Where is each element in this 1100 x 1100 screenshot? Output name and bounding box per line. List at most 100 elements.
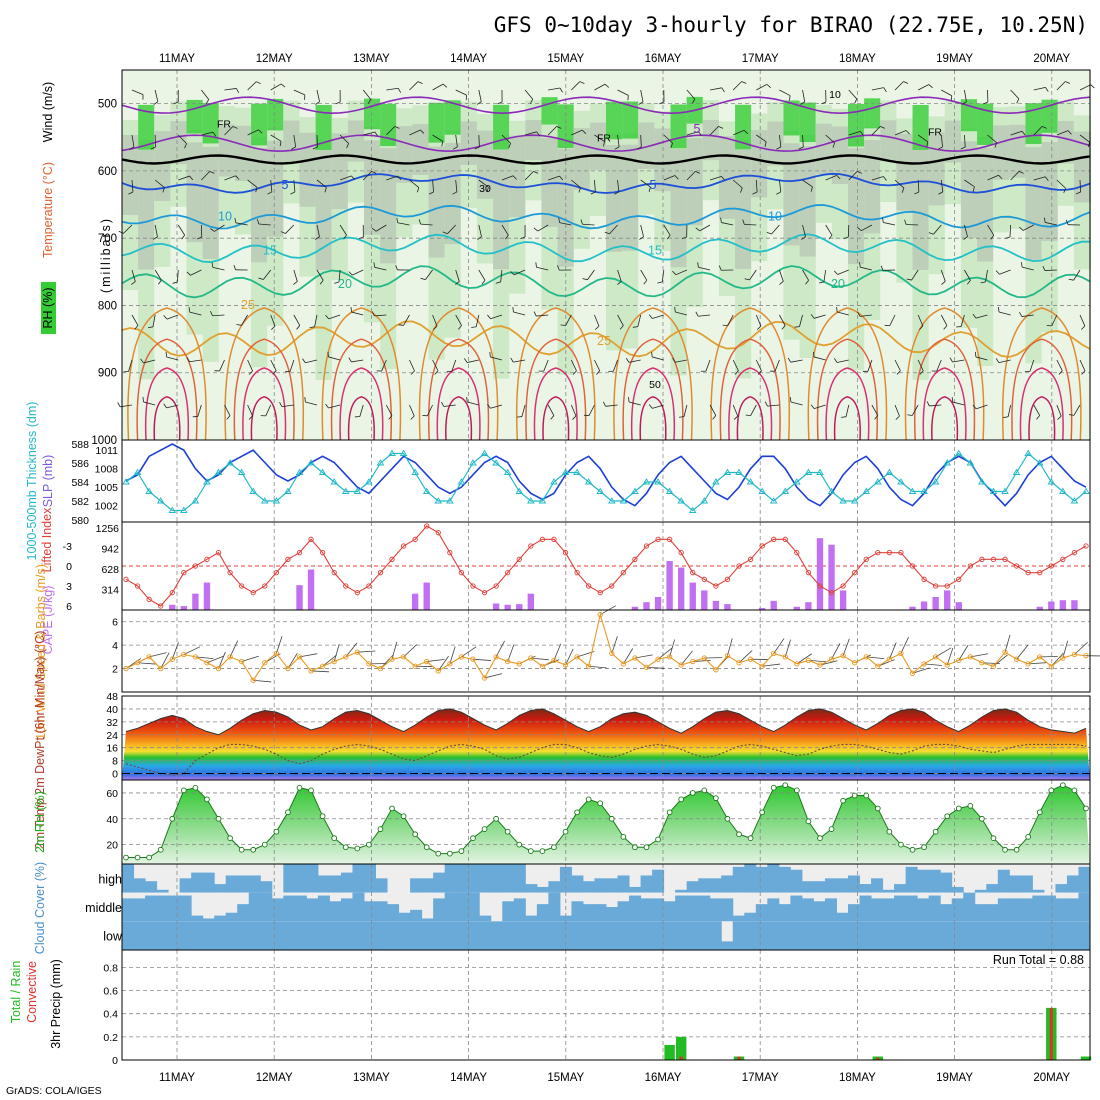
wind-barb-feather (410, 415, 415, 420)
humidity-point (400, 813, 407, 820)
thickness-point (816, 468, 824, 475)
humidity-point (435, 850, 442, 857)
warm-contour (710, 307, 791, 441)
lifted-index-point (377, 570, 384, 576)
wind-barb-feather (433, 325, 438, 330)
wind-barb-feather (638, 101, 644, 105)
wind-barb (427, 404, 433, 416)
wind-barb (455, 179, 458, 192)
wind-barb-feather (919, 370, 924, 375)
thickness-point (307, 459, 315, 466)
cloud-cell (755, 866, 768, 893)
cloud-cell (1020, 921, 1033, 950)
humidity-point (504, 828, 511, 835)
wind-speed-label: 30 (479, 183, 491, 195)
wind-speed-point (967, 654, 973, 660)
wind-barb (940, 134, 943, 147)
wind-barb-feather (464, 358, 468, 363)
cloud-cell (168, 921, 181, 950)
wind-barb (987, 174, 999, 181)
wind-barb-feather (766, 231, 772, 235)
wind-barb-feather (348, 357, 352, 363)
cloud-cell (974, 904, 987, 922)
surface-wind-barb (1016, 644, 1029, 660)
warm-contour (127, 307, 207, 441)
cloud-cell (709, 898, 722, 922)
wind-barb-feather (998, 306, 1000, 313)
wind-barb-feather (533, 311, 537, 317)
wind-barb (432, 314, 438, 327)
surface-wind-barb (507, 644, 515, 662)
wind-barb (316, 179, 327, 188)
wind-barb-feather (1041, 126, 1047, 129)
wind-barb-feather (841, 416, 847, 418)
wind-speed-point (1025, 661, 1031, 667)
humidity-point (898, 841, 904, 848)
surface-wind-barb (657, 647, 673, 660)
wind-isotach (121, 96, 1091, 115)
wind-barb-feather (995, 358, 1000, 363)
wind-barb (455, 134, 458, 147)
wind-barb (663, 134, 673, 144)
wind-barb (409, 404, 415, 417)
wind-barb (212, 314, 225, 317)
wind-tick: 6 (112, 617, 118, 629)
humidity-point (377, 826, 384, 832)
cloud-cell (928, 869, 941, 893)
wind-barb (1056, 130, 1069, 136)
wind-barb (779, 89, 791, 96)
precip-axis-label: 3hr Precip (mm) (49, 959, 63, 1049)
humidity-point (319, 813, 326, 820)
wind-barb-feather (533, 171, 539, 174)
cloud-cell (871, 898, 884, 922)
thickness-point (180, 506, 188, 513)
wind-barb (698, 266, 711, 271)
wind-barb (652, 404, 664, 409)
wind-barb (933, 224, 942, 235)
humidity-point (655, 836, 661, 843)
humidity-point (447, 850, 453, 857)
cape-bar (411, 593, 419, 610)
wind-barb (960, 314, 965, 327)
cape-bar (839, 590, 847, 610)
wind-barb-feather (536, 131, 540, 137)
surface-wind-barb (993, 654, 1008, 667)
thickness-point (341, 487, 350, 494)
cloud-cell (1043, 895, 1056, 922)
lifted-index-point (713, 583, 719, 589)
wind-speed-point (308, 668, 314, 674)
wind-barb-feather (186, 271, 191, 276)
humidity-point (527, 848, 534, 854)
humidity-tick: 40 (106, 814, 118, 826)
wind-barb (675, 311, 688, 316)
cloud-cell (433, 921, 446, 950)
wind-barb (1010, 89, 1020, 100)
cloud-cell (502, 901, 515, 922)
cloud-cell (732, 866, 745, 893)
warm-contour (922, 367, 967, 441)
wind-barb (571, 129, 583, 136)
lifted-index-point (574, 570, 580, 576)
cloud-cell (940, 872, 953, 893)
cloud-cell (283, 921, 296, 950)
humidity-point (782, 782, 789, 789)
wind-barb (547, 126, 557, 136)
wind-speed-point (412, 663, 418, 669)
surface-wind-barb (924, 663, 943, 666)
lifted-index-point (990, 556, 997, 562)
wind-barb-feather (1044, 176, 1049, 181)
wind-barb-feather (636, 146, 642, 150)
wind-speed-point (493, 654, 499, 660)
wind-barb (848, 131, 861, 136)
humidity-point (180, 787, 187, 794)
wind-barb-feather (643, 280, 648, 285)
wind-barb (316, 89, 320, 102)
isotherm (121, 320, 1091, 358)
cloud-cell (709, 878, 722, 893)
wind-barb-feather (256, 81, 261, 85)
cloud-cell (237, 875, 250, 893)
humidity-point (770, 784, 777, 791)
humidity-point (481, 826, 488, 832)
wind-barb (709, 404, 717, 416)
wind-barb-feather (481, 280, 486, 285)
